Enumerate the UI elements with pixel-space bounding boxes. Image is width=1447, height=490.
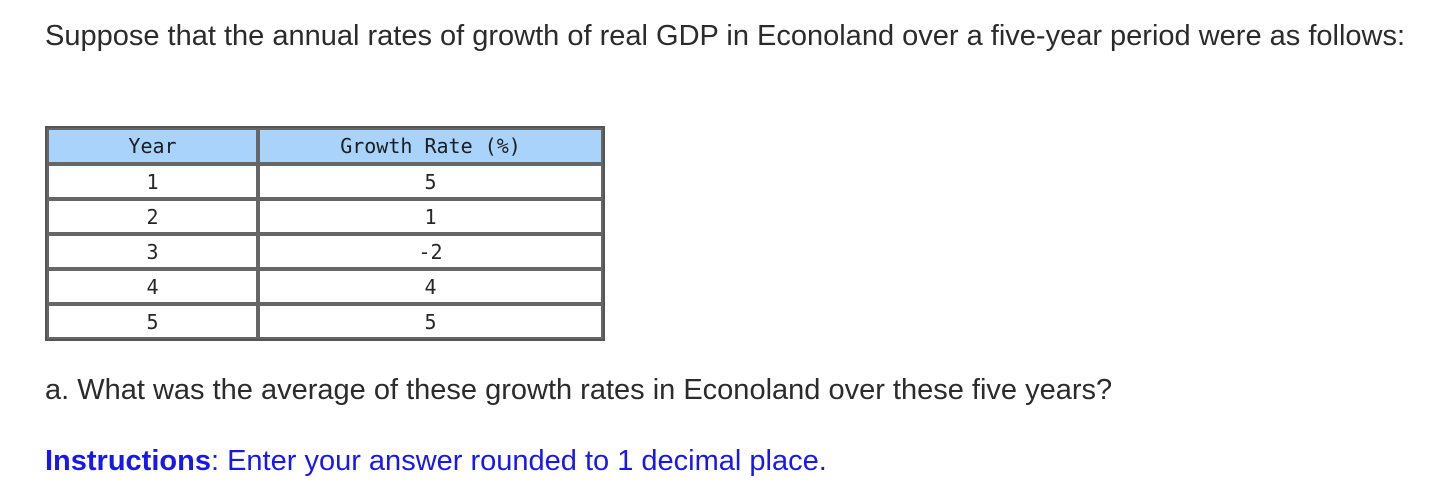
question-a: a. What was the average of these growth …: [45, 374, 1113, 406]
year-cell: 4: [47, 269, 258, 304]
instructions-label: Instructions: [45, 445, 211, 477]
instructions-separator: :: [210, 445, 220, 477]
intro-paragraph: Suppose that the annual rates of growth …: [45, 20, 1406, 52]
growth-rate-cell: 4: [258, 269, 603, 304]
growth-rate-cell: 1: [258, 199, 603, 234]
table-row: 3 -2: [47, 234, 603, 269]
table-row: 1 5: [47, 164, 603, 199]
growth-rate-cell: -2: [258, 234, 603, 269]
growth-rate-table: Year Growth Rate (%) 1 5 2 1 3 -2 4 4 5 …: [45, 126, 605, 341]
table-row: 5 5: [47, 304, 603, 339]
growth-rate-cell: 5: [258, 164, 603, 199]
instructions-line: Instructions: Enter your answer rounded …: [45, 443, 827, 479]
column-header-growth-rate: Growth Rate (%): [258, 128, 603, 164]
year-cell: 3: [47, 234, 258, 269]
year-cell: 2: [47, 199, 258, 234]
table-row: 2 1: [47, 199, 603, 234]
growth-rate-cell: 5: [258, 304, 603, 339]
instructions-text: Enter your answer rounded to 1 decimal p…: [219, 445, 827, 477]
year-cell: 1: [47, 164, 258, 199]
column-header-year: Year: [47, 128, 258, 164]
table-header-row: Year Growth Rate (%): [47, 128, 603, 164]
table-row: 4 4: [47, 269, 603, 304]
year-cell: 5: [47, 304, 258, 339]
